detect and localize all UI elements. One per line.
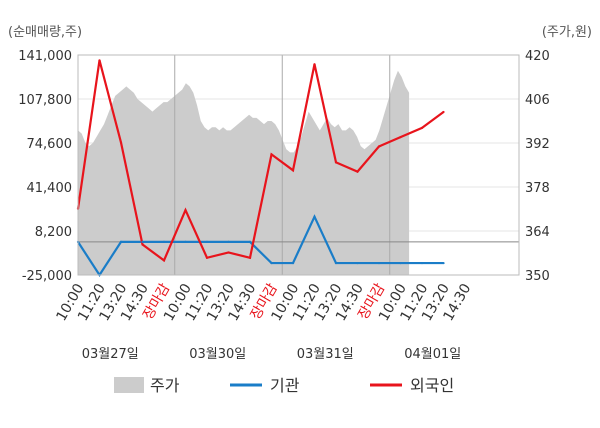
foreign-line-point [399,136,402,139]
right-tick-label: 350 [525,269,550,284]
institution-line-point [270,261,273,265]
plot-frame [77,54,520,276]
institution-line-point [377,261,381,265]
right-tick-label: 406 [525,93,550,108]
right-axis-ticks: 420 406 392 378 364 350 [525,49,550,284]
foreign-line-point [227,251,230,254]
left-tick-label: 41,400 [27,181,73,196]
institution-line-point [356,261,359,265]
foreign-line-point [248,256,252,259]
left-tick-label: 141,000 [18,49,72,64]
right-tick-label: 364 [525,225,550,240]
date-label: 03월31일 [297,347,354,362]
right-tick-label: 378 [525,181,550,196]
left-axis-ticks: 141,000 107,800 74,600 41,400 8,200 -25,000 [18,49,72,284]
institution-line-point [227,240,230,243]
date-labels: 03월27일 03월30일 03월31일 04월01일 [82,347,462,362]
institution-line-point [420,261,424,265]
institution-line-point [184,240,187,243]
institution-line-point [205,240,209,243]
foreign-line-point [162,259,166,262]
left-tick-label: -25,000 [22,269,72,284]
foreign-line-point [420,126,424,129]
institution-line-point [313,215,316,218]
institution-line-point [334,261,338,265]
foreign-line-point [377,145,381,148]
institution-line-point [399,261,402,265]
right-tick-label: 392 [525,137,550,152]
legend-swatch-price [114,377,144,393]
foreign-line-point [291,169,295,172]
foreign-line-point [334,161,338,164]
date-label: 04월01일 [404,347,461,362]
foreign-line-point [141,243,144,246]
date-label: 03월30일 [189,347,246,362]
legend-label-institution: 기관 [270,376,300,395]
legend: 주가 기관 외국인 [114,376,454,395]
foreign-line-point [442,110,445,114]
foreign-line-point [270,153,273,156]
right-tick-label: 420 [525,49,550,64]
foreign-line-point [313,63,316,66]
institution-line-point [141,240,144,243]
date-label: 03월27일 [82,347,139,362]
institution-line-point [442,261,445,265]
institution-line-point [119,240,123,243]
foreign-line-point [98,59,101,62]
institution-line-point [162,240,166,243]
right-axis-unit-label: (주가,원) [542,25,592,40]
institution-line-point [248,240,252,243]
foreign-line-point [184,208,187,212]
series-lines [76,60,445,278]
left-axis-unit-label: (순매매량,주) [8,25,82,40]
foreign-line [76,60,445,263]
institution-line [77,214,444,278]
x-axis-ticks: 10:0011:2013:2014:30장마감10:0011:2013:2014… [53,281,474,324]
institution-line-point [291,261,295,265]
foreign-line-point [119,141,123,144]
left-tick-label: 107,800 [18,93,72,108]
left-tick-label: 8,200 [35,225,72,240]
legend-label-price: 주가 [150,376,180,395]
legend-label-foreign: 외국인 [410,376,454,395]
foreign-line-point [205,256,209,259]
left-tick-label: 74,600 [27,137,73,152]
foreign-line-point [356,170,359,173]
